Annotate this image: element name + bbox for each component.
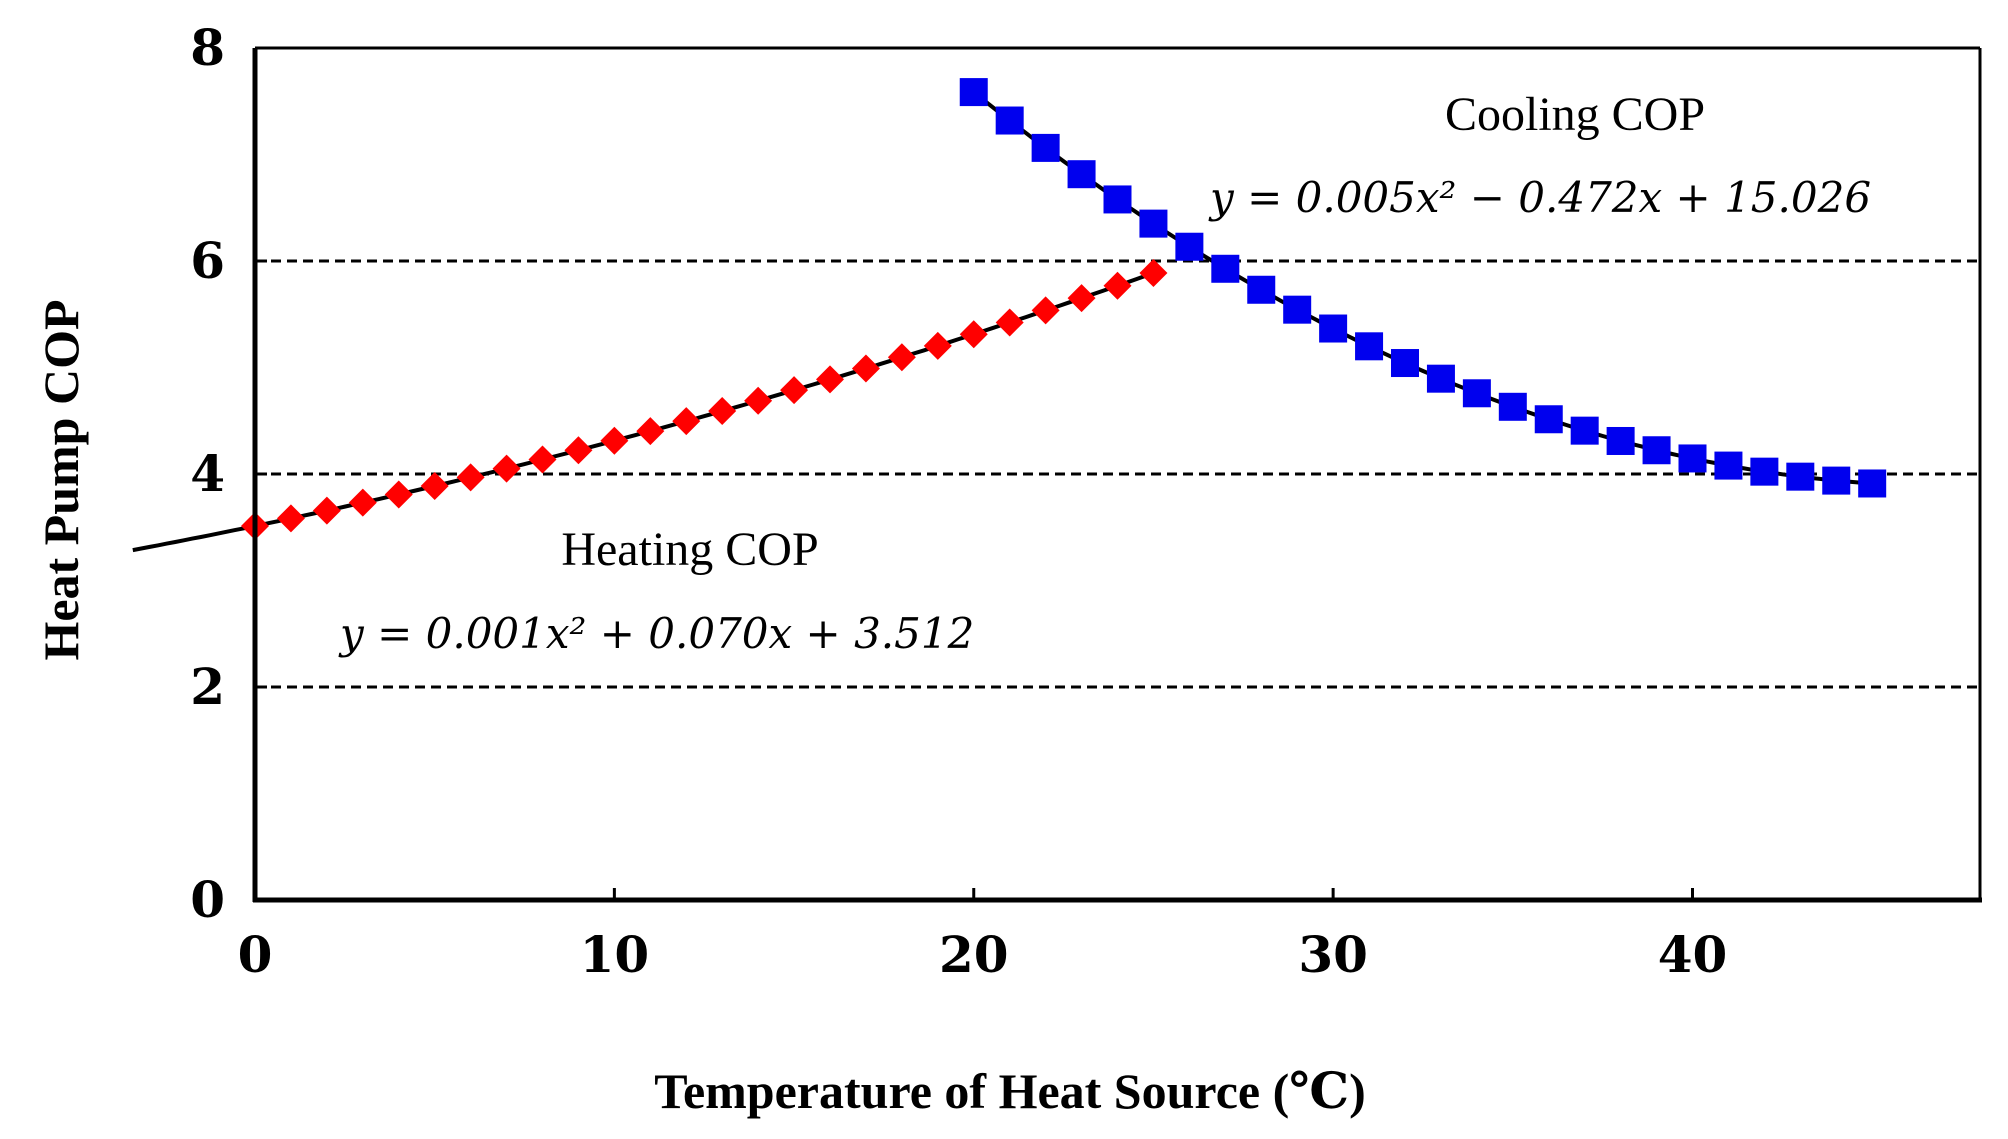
cooling-point: [959, 78, 988, 107]
y-tick-label: 4: [190, 444, 225, 503]
cooling-point: [1858, 469, 1887, 498]
x-tick-label: 30: [1298, 925, 1368, 984]
cooling-point: [1606, 426, 1635, 455]
cooling-point: [1786, 462, 1815, 491]
heating-point: [744, 386, 773, 415]
heating-point: [672, 407, 701, 436]
cooling-point: [1355, 332, 1384, 361]
heating-point: [780, 376, 809, 405]
x-tick-label: 0: [238, 925, 273, 984]
cooling-point: [1642, 436, 1671, 465]
heating-point: [276, 504, 305, 533]
y-tick-label: 0: [190, 870, 225, 929]
heating-point: [923, 331, 952, 360]
x-tick-label: 20: [939, 925, 1009, 984]
heating-point: [1103, 271, 1132, 300]
heating-point: [636, 417, 665, 446]
heating-point: [1139, 259, 1168, 288]
y-tick-label: 8: [190, 18, 225, 77]
cooling-point: [1175, 232, 1204, 261]
cooling-point: [1462, 379, 1491, 408]
cooling-equation: y = 0.005x² − 0.472x + 15.026: [1208, 173, 1871, 222]
y-tick-label: 6: [190, 231, 225, 290]
heating-point: [528, 445, 557, 474]
cooling-point: [1678, 444, 1707, 473]
heating-point: [600, 426, 629, 455]
cooling-point: [1211, 254, 1240, 283]
cooling-point: [1822, 466, 1851, 495]
axes: [252, 46, 1982, 903]
cooling-point: [1283, 295, 1312, 324]
cooling-point: [1534, 405, 1563, 434]
x-tick-label: 40: [1658, 925, 1728, 984]
y-axis-title: Heat Pump COP: [33, 299, 89, 660]
data-points: [241, 78, 1887, 540]
x-tick-label: 10: [580, 925, 650, 984]
cooling-point: [1319, 314, 1348, 343]
heating-point: [851, 354, 880, 383]
cooling-point: [1031, 133, 1060, 162]
cooling-point: [1067, 160, 1096, 189]
heating-series-label: Heating COP: [561, 523, 818, 576]
x-axis-title: Temperature of Heat Source (℃): [654, 1063, 1366, 1119]
heating-point: [564, 436, 593, 465]
grid-lines: [255, 46, 1980, 689]
cooling-point: [1426, 364, 1455, 393]
heating-point: [312, 496, 341, 525]
heating-point: [959, 320, 988, 349]
cooling-point: [1139, 209, 1168, 238]
cooling-series-label: Cooling COP: [1445, 88, 1705, 141]
heating-point: [708, 397, 737, 426]
heating-point: [1031, 296, 1060, 325]
heating-point: [816, 365, 844, 394]
heating-point: [348, 488, 377, 517]
tick-labels: 0 10 20 30 40 0 2 4 6 8: [190, 18, 1727, 984]
heating-point: [384, 480, 413, 509]
trend-line-heating: [132, 271, 1155, 553]
heating-point: [456, 463, 485, 492]
cooling-point: [1498, 392, 1527, 421]
cooling-point: [1570, 416, 1599, 445]
y-tick-label: 2: [190, 657, 225, 716]
cooling-point: [1714, 451, 1743, 480]
heating-point: [1067, 284, 1096, 313]
cooling-point: [1247, 275, 1276, 304]
cooling-point: [995, 106, 1024, 135]
heating-point: [995, 308, 1024, 337]
heating-equation: y = 0.001x² + 0.070x + 3.512: [338, 609, 974, 658]
cooling-point: [1391, 349, 1419, 378]
cooling-point: [1750, 457, 1779, 486]
heating-point: [887, 343, 916, 372]
heating-point: [420, 472, 449, 501]
cooling-point: [1103, 185, 1132, 214]
heating-point: [492, 454, 521, 483]
